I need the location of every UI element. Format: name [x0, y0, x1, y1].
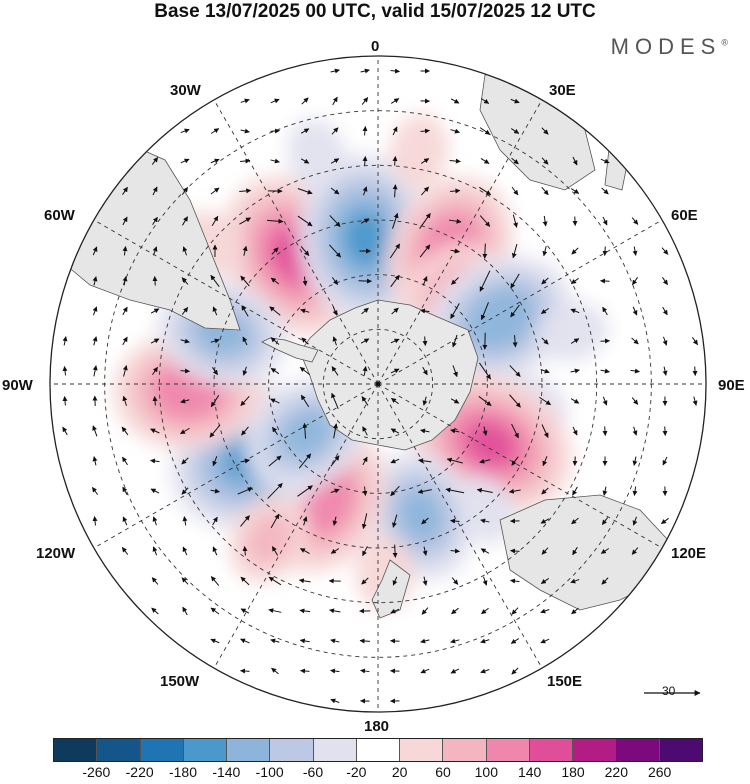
colorbar-tick-label: 140: [518, 764, 541, 780]
colorbar-segment: [227, 739, 270, 761]
lon-label-30w: 30W: [170, 82, 201, 99]
wind-vector: [665, 427, 666, 436]
colorbar-segment: [573, 739, 616, 761]
colorbar-segment: [314, 739, 357, 761]
lon-label-150w: 150W: [160, 673, 199, 690]
colorbar-tick-label: 260: [648, 764, 671, 780]
lon-label-60w: 60W: [44, 207, 75, 224]
lon-label-120e: 120E: [671, 545, 706, 562]
colorbar-segment: [400, 739, 443, 761]
colorbar-segment: [616, 739, 659, 761]
colorbar-segment: [97, 739, 140, 761]
lon-label-120w: 120W: [36, 545, 75, 562]
colorbar-segment: [357, 739, 400, 761]
map-title: Base 13/07/2025 00 UTC, valid 15/07/2025…: [0, 0, 750, 24]
colorbar: [53, 738, 703, 762]
wind-vector: [391, 641, 400, 642]
wind-vector: [695, 367, 696, 376]
wind-vector: [395, 545, 396, 558]
wind-vector: [601, 281, 610, 282]
wind-vector: [605, 427, 606, 436]
colorbar-tick-label: 220: [605, 764, 628, 780]
wind-vector: [605, 247, 606, 256]
modes-logo-text: MODES: [611, 34, 722, 59]
colorbar-tick-label: -180: [169, 764, 197, 780]
colorbar-segment: [530, 739, 573, 761]
registered-mark: ®: [721, 38, 728, 48]
colorbar-tick-label: -260: [82, 764, 110, 780]
wind-vector: [425, 337, 426, 346]
colorbar-ticks: -260 -220 -180 -140 -100 -60 -20 20 60 100 140 180 2…: [0, 764, 750, 784]
colorbar-tick-label: -20: [346, 764, 366, 780]
wind-vector: [271, 131, 280, 132]
wind-vector: [359, 281, 372, 282]
colorbar-segment: [184, 739, 227, 761]
colorbar-tick-label: 100: [475, 764, 498, 780]
colorbar-segment: [54, 739, 97, 761]
colorbar-tick-label: 60: [435, 764, 451, 780]
lon-label-90e: 90E: [718, 377, 745, 394]
wind-vector: [485, 244, 486, 259]
colorbar-segment: [487, 739, 530, 761]
lon-label-60e: 60E: [671, 207, 698, 224]
colorbar-tick-label: -140: [212, 764, 240, 780]
colorbar-tick-label: -100: [256, 764, 284, 780]
lon-label-30e: 30E: [549, 82, 576, 99]
lon-label-0: 0: [371, 38, 379, 55]
colorbar-segment: [660, 739, 702, 761]
wind-vector: [155, 277, 156, 286]
wind-vector: [181, 371, 190, 372]
south-pole-marker: [376, 382, 381, 387]
lon-label-180: 180: [364, 718, 389, 735]
colorbar-segment: [443, 739, 486, 761]
reference-vector-label: 30: [662, 684, 675, 698]
colorbar-tick-label: 20: [392, 764, 408, 780]
colorbar-tick-label: -60: [303, 764, 323, 780]
colorbar-segment: [270, 739, 313, 761]
lon-label-90w: 90W: [2, 377, 33, 394]
colorbar-segment: [141, 739, 184, 761]
modes-logo: MODES®: [611, 34, 728, 60]
colorbar-tick-label: 180: [561, 764, 584, 780]
colorbar-tick-label: -220: [126, 764, 154, 780]
lon-label-150e: 150E: [547, 673, 582, 690]
